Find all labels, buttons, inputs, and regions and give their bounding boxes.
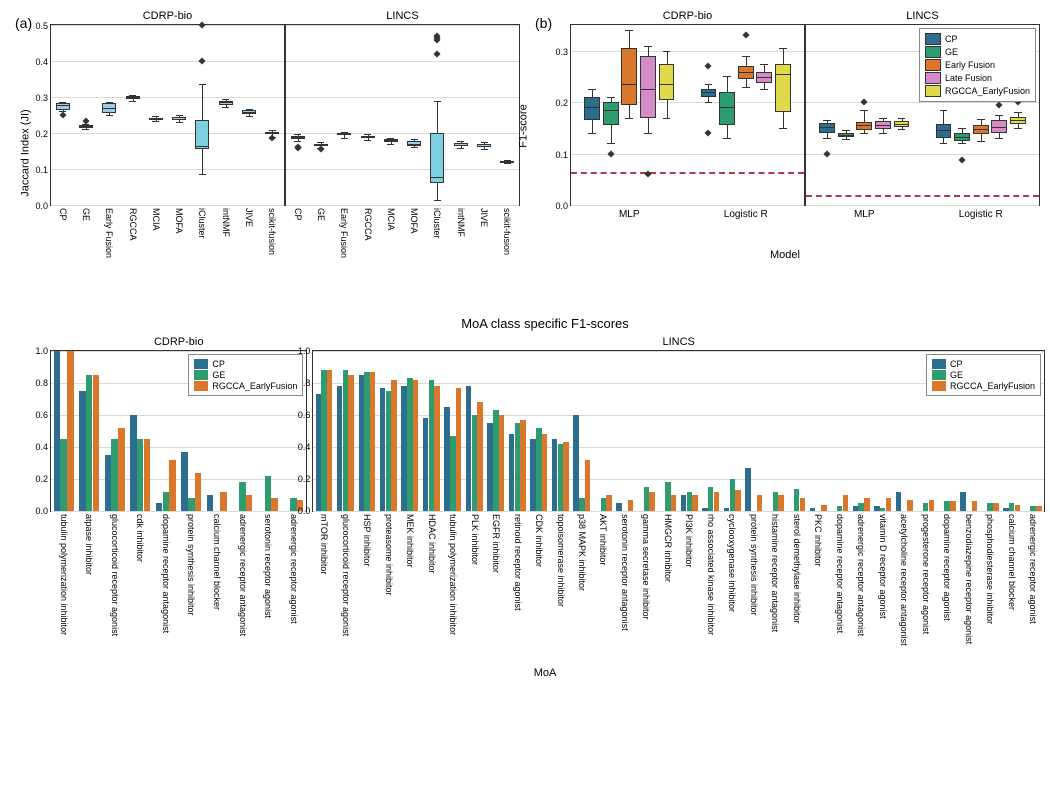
- panel-a-ylabel: Jaccard Index (JI): [20, 109, 32, 196]
- panel-c: (c) MoA class specific F1-scores CDRP-bi…: [10, 316, 1040, 679]
- panel-b-xlabel: Model: [770, 249, 800, 261]
- panel-b-sub1-title: CDRP-bio: [570, 10, 805, 22]
- panel-a-subpanels: Jaccard Index (JI) 0.00.10.20.30.40.5 CD…: [10, 10, 520, 296]
- panel-b-chart-2: CPGEEarly FusionLate FusionRGCCA_EarlyFu…: [805, 24, 1040, 206]
- panel-c-title: MoA class specific F1-scores: [50, 316, 1040, 331]
- panel-a: (a) Jaccard Index (JI) 0.00.10.20.30.40.…: [10, 10, 520, 296]
- panel-a-sub1: CDRP-bio CPGEEarly FusionRGCCAMCIAMOFAiC…: [50, 10, 285, 206]
- panel-a-chart-1: CPGEEarly FusionRGCCAMCIAMOFAiClusterint…: [50, 24, 285, 206]
- panel-a-chart-2: CPGEEarly FusionRGCCAMCIAMOFAiClusterint…: [285, 24, 520, 206]
- panel-b: (b) F1-score 0.00.10.20.3 CDRP-bio MLPLo…: [530, 10, 1040, 296]
- panel-a-sub2: LINCS CPGEEarly FusionRGCCAMCIAMOFAiClus…: [285, 10, 520, 206]
- panel-b-sub1: CDRP-bio MLPLogistic R: [570, 10, 805, 206]
- panel-b-legend: CPGEEarly FusionLate FusionRGCCA_EarlyFu…: [919, 28, 1036, 102]
- panel-a-sub2-title: LINCS: [285, 10, 520, 22]
- panel-a-yaxis: Jaccard Index (JI) 0.00.10.20.30.40.5: [10, 10, 50, 296]
- panel-b-yaxis: F1-score 0.00.10.20.3: [530, 10, 570, 241]
- panel-b-ylabel: F1-score: [518, 104, 530, 147]
- panel-b-sub2: LINCS CPGEEarly FusionLate FusionRGCCA_E…: [805, 10, 1040, 206]
- panel-a-sub1-title: CDRP-bio: [50, 10, 285, 22]
- top-row: (a) Jaccard Index (JI) 0.00.10.20.30.40.…: [10, 10, 1040, 296]
- panel-c-xlabel: MoA: [50, 667, 1040, 679]
- panel-c-row: CDRP-bioCPGERGCCA_EarlyFusion0.00.20.40.…: [50, 336, 1040, 512]
- panel-b-sub2-title: LINCS: [805, 10, 1040, 22]
- figure-container: (a) Jaccard Index (JI) 0.00.10.20.30.40.…: [10, 10, 1040, 679]
- panel-b-subpanels: F1-score 0.00.10.20.3 CDRP-bio MLPLogist…: [530, 10, 1040, 241]
- panel-b-chart-1: MLPLogistic R: [570, 24, 805, 206]
